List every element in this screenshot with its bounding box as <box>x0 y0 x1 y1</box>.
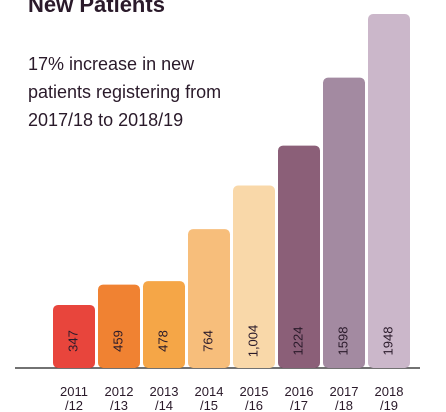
bar <box>368 14 410 368</box>
annotation: 2017/18 to 2018/19 <box>28 110 183 130</box>
x-tick-label: 2016/17 <box>285 384 314 412</box>
value-label: 347 <box>65 330 80 352</box>
bar <box>98 284 140 368</box>
value-label: 478 <box>155 330 170 352</box>
value-label: 1224 <box>290 327 305 356</box>
x-tick-label: 2014/15 <box>195 384 224 412</box>
bar <box>233 185 275 368</box>
bar <box>53 304 95 368</box>
bar <box>278 145 320 368</box>
value-label: 1948 <box>380 327 395 356</box>
bar <box>323 77 365 368</box>
x-tick-label: 2018/19 <box>375 384 404 412</box>
x-tick-label: 2012/13 <box>105 384 134 412</box>
value-label: 1598 <box>335 327 350 356</box>
x-tick-label: 2017/18 <box>330 384 359 412</box>
annotation: patients registering from <box>28 82 221 102</box>
x-tick-label: 2015/16 <box>240 384 269 412</box>
chart-title: New Patients <box>28 0 165 17</box>
value-label: 1,004 <box>245 325 260 358</box>
x-tick-label: 2011/12 <box>60 384 88 412</box>
value-label: 459 <box>110 330 125 352</box>
bar <box>143 281 185 368</box>
annotation: 17% increase in new <box>28 54 195 74</box>
bar <box>188 229 230 368</box>
x-tick-label: 2013/14 <box>150 384 179 412</box>
value-label: 764 <box>200 330 215 352</box>
